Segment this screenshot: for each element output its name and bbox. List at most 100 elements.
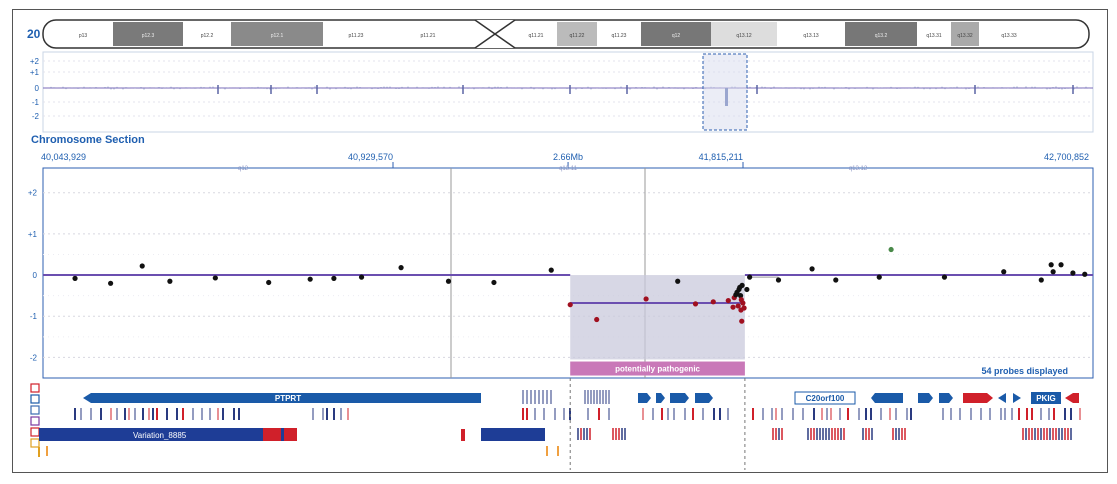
probe-point[interactable] xyxy=(737,293,744,299)
track-icon[interactable] xyxy=(30,416,40,426)
probe-point[interactable] xyxy=(491,279,497,286)
probe-point[interactable] xyxy=(643,296,649,302)
p-band-label: p12.1 xyxy=(271,33,284,39)
probe-point[interactable] xyxy=(307,276,313,282)
gene-arrow[interactable] xyxy=(695,393,713,403)
q-band[interactable] xyxy=(777,22,845,46)
gene-arrow[interactable] xyxy=(638,393,651,403)
y-tick-label: +2 xyxy=(28,189,38,198)
gene-c20orf100-box[interactable] xyxy=(794,391,856,405)
probe-point[interactable] xyxy=(741,305,747,311)
probe-point[interactable] xyxy=(445,278,452,284)
track-icon[interactable] xyxy=(30,383,40,393)
q-band[interactable] xyxy=(845,22,917,46)
probe-point[interactable] xyxy=(747,274,753,280)
probe-point[interactable] xyxy=(1038,277,1044,283)
probe-point[interactable] xyxy=(739,318,745,324)
probe-point[interactable] xyxy=(1048,262,1054,268)
annotation-tracks[interactable]: PTPRT C20orf100 PKIG Variation_8885 xyxy=(30,378,1081,470)
track-icon[interactable] xyxy=(30,438,40,448)
probe-point[interactable] xyxy=(167,278,173,284)
p-band[interactable] xyxy=(323,22,389,46)
probe-point[interactable] xyxy=(888,246,894,253)
probe-point[interactable] xyxy=(833,277,839,283)
q-band[interactable] xyxy=(979,22,1039,46)
overview-panel[interactable]: +2 +1 0 -1 -2 xyxy=(30,51,1094,133)
gene-red[interactable] xyxy=(963,393,993,403)
gene-arrow[interactable] xyxy=(939,393,953,403)
q-band[interactable] xyxy=(597,22,641,46)
track-icon[interactable] xyxy=(30,427,40,437)
q-band[interactable] xyxy=(515,22,557,46)
probe-point[interactable] xyxy=(358,274,365,280)
variation-bar[interactable] xyxy=(39,428,297,441)
probe-point[interactable] xyxy=(876,274,882,280)
probe-point[interactable] xyxy=(744,286,750,293)
probe-point[interactable] xyxy=(1050,269,1056,275)
probe-point[interactable] xyxy=(809,266,815,272)
probe-point[interactable] xyxy=(1001,269,1007,275)
band-label: q13.11 xyxy=(559,166,578,172)
probe-point[interactable] xyxy=(730,304,736,310)
probe-point[interactable] xyxy=(594,316,600,323)
gene-pkig[interactable] xyxy=(1031,392,1061,404)
probe-point[interactable] xyxy=(548,267,554,273)
pathogenic-label-bar[interactable] xyxy=(570,361,745,376)
pathogenic-region[interactable] xyxy=(570,275,745,360)
p-band[interactable] xyxy=(183,22,231,46)
q-band-label: q13.32 xyxy=(957,33,973,39)
probe-point[interactable] xyxy=(266,279,272,286)
gene-ptprt[interactable] xyxy=(83,393,481,403)
chromosome-ideogram[interactable]: 20 p13 p12.3 p12.2 p12.1 p11.23 p11.21 q11.21… xyxy=(27,19,1090,49)
gene-arrow[interactable] xyxy=(998,393,1006,403)
probe-point[interactable] xyxy=(725,297,731,304)
probe-point[interactable] xyxy=(108,280,114,286)
overview-tick-label: -1 xyxy=(32,98,40,107)
track-icon[interactable] xyxy=(30,405,40,415)
main-plot[interactable]: 40,043,929 40,929,570 2.66Mb 41,815,211 42,7… xyxy=(28,152,1094,379)
variation-bar[interactable] xyxy=(481,428,545,441)
probe-point[interactable] xyxy=(139,263,145,269)
probe-point[interactable] xyxy=(739,282,745,288)
gene-label: PTPRT xyxy=(275,394,301,403)
probe-point[interactable] xyxy=(398,265,404,271)
y-tick-label: +1 xyxy=(28,230,38,239)
variation-bar-red[interactable] xyxy=(263,428,297,441)
probe-point[interactable] xyxy=(1058,262,1064,268)
p-band-label: p11.23 xyxy=(349,33,364,39)
p-band[interactable] xyxy=(113,22,183,46)
track-icon[interactable] xyxy=(30,394,40,404)
gene-arrow[interactable] xyxy=(670,393,689,403)
probe-point[interactable] xyxy=(331,275,337,281)
p-band[interactable] xyxy=(231,22,323,46)
q-band[interactable] xyxy=(917,22,951,46)
q-band[interactable] xyxy=(951,22,979,46)
y-tick-label: 0 xyxy=(33,271,38,280)
p-band[interactable] xyxy=(389,22,467,46)
probe-point[interactable] xyxy=(1070,270,1076,276)
gene-arrow[interactable] xyxy=(918,393,933,403)
probe-point[interactable] xyxy=(735,303,741,309)
probe-point[interactable] xyxy=(1082,271,1088,277)
probe-point[interactable] xyxy=(212,275,218,281)
probe-point[interactable] xyxy=(692,301,699,307)
probe-point[interactable] xyxy=(740,300,746,306)
genome-browser-frame: 20 p13 p12.3 p12.2 p12.1 p11.23 p11.21 q11.21… xyxy=(12,9,1108,473)
band-label: q13.12 xyxy=(849,166,868,172)
probe-point[interactable] xyxy=(72,275,78,281)
p-band[interactable] xyxy=(53,22,113,46)
probe-point[interactable] xyxy=(675,278,681,284)
probe-point[interactable] xyxy=(775,277,782,283)
q-band-label: q13.2 xyxy=(875,33,888,39)
gene-arrow[interactable] xyxy=(656,393,665,403)
probe-point[interactable] xyxy=(710,299,716,305)
q-band[interactable] xyxy=(557,22,597,46)
gene-arrow[interactable] xyxy=(871,393,903,403)
gene-arrow[interactable] xyxy=(1013,393,1021,403)
q-band[interactable] xyxy=(641,22,711,46)
probe-point[interactable] xyxy=(941,274,948,280)
q-band[interactable] xyxy=(711,22,777,46)
probe-point[interactable] xyxy=(567,302,573,308)
variation-mark xyxy=(461,429,465,441)
gene-red[interactable] xyxy=(1065,393,1079,403)
